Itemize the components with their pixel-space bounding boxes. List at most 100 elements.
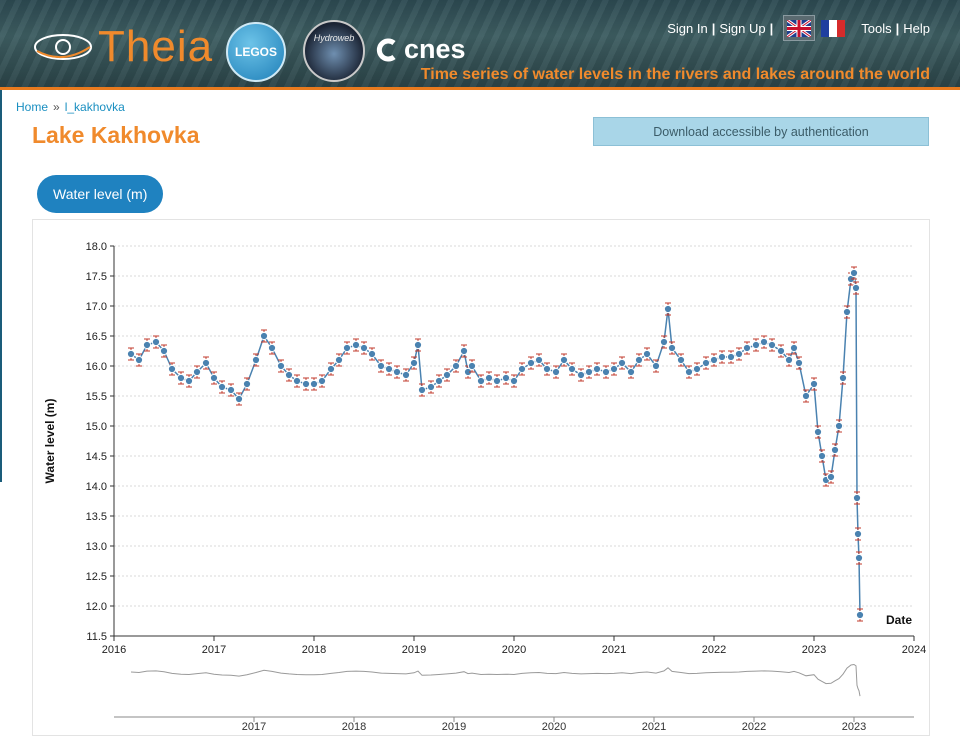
cnes-logo[interactable]: cnes	[376, 34, 466, 65]
data-point	[592, 364, 602, 374]
data-point	[517, 364, 527, 374]
data-point	[142, 340, 152, 350]
data-point	[551, 367, 561, 377]
data-point	[192, 367, 202, 377]
data-point	[651, 361, 661, 371]
data-point	[126, 349, 136, 359]
breadcrumb: Home » l_kakhovka	[16, 100, 125, 114]
data-point	[234, 394, 244, 404]
data-point	[526, 358, 536, 368]
y-tick-label: 14.0	[86, 481, 107, 493]
data-point	[617, 358, 627, 368]
y-tick-label: 16.5	[86, 331, 107, 343]
data-point	[626, 367, 636, 377]
y-tick-label: 11.5	[86, 631, 107, 643]
english-language-button[interactable]	[783, 15, 816, 41]
data-point	[417, 385, 427, 395]
site-tagline: Time series of water levels in the river…	[420, 66, 930, 83]
french-flag-icon[interactable]	[821, 19, 846, 37]
breadcrumb-home-link[interactable]: Home	[16, 100, 49, 114]
x-tick-label: 2022	[702, 644, 726, 656]
overview-tick-label: 2021	[642, 721, 666, 733]
y-tick-label: 18.0	[86, 241, 107, 253]
header-divider	[0, 87, 960, 90]
y-tick-label: 15.0	[86, 421, 107, 433]
data-point	[751, 340, 761, 350]
download-button[interactable]: Download accessible by authentication	[593, 117, 929, 146]
data-point	[442, 370, 452, 380]
theia-logo[interactable]: Theia	[32, 22, 213, 72]
data-point	[509, 376, 519, 386]
data-point	[855, 610, 865, 620]
data-point	[459, 346, 469, 356]
overview-tick-label: 2019	[442, 721, 466, 733]
help-link[interactable]: Help	[903, 20, 930, 36]
data-point	[484, 373, 494, 383]
data-point	[853, 529, 863, 539]
y-axis-label: Water level (m)	[43, 399, 57, 484]
sign-in-link[interactable]: Sign In	[667, 20, 708, 36]
data-point	[834, 421, 844, 431]
data-point	[309, 379, 319, 389]
y-tick-label: 17.5	[86, 271, 107, 283]
page-title: Lake Kakhovka	[32, 122, 200, 148]
x-tick-label: 2024	[902, 644, 926, 656]
page-left-edge	[0, 90, 2, 482]
y-tick-label: 13.5	[86, 511, 107, 523]
overview-tick-label: 2017	[242, 721, 266, 733]
data-point	[426, 382, 436, 392]
data-point	[559, 355, 569, 365]
breadcrumb-current-link[interactable]: l_kakhovka	[64, 100, 125, 114]
y-tick-label: 17.0	[86, 301, 107, 313]
cnes-mark-icon	[376, 38, 396, 61]
data-point	[367, 349, 377, 359]
data-point	[849, 268, 859, 278]
data-point	[601, 367, 611, 377]
data-point	[726, 352, 736, 362]
overview-tick-label: 2018	[342, 721, 366, 733]
x-tick-label: 2018	[302, 644, 326, 656]
hydroweb-logo[interactable]: Hydroweb	[303, 20, 365, 82]
y-tick-label: 12.5	[86, 571, 107, 583]
y-tick-label: 14.5	[86, 451, 107, 463]
data-point	[301, 379, 311, 389]
data-point	[813, 427, 823, 437]
x-tick-label: 2021	[602, 644, 626, 656]
overview-tick-label: 2020	[542, 721, 566, 733]
y-tick-label: 15.5	[86, 391, 107, 403]
data-point	[467, 361, 477, 371]
tab-water-level[interactable]: Water level (m)	[37, 175, 164, 213]
data-point	[784, 355, 794, 365]
x-tick-label: 2016	[102, 644, 126, 656]
data-point	[534, 355, 544, 365]
data-point	[409, 358, 419, 368]
x-tick-label: 2017	[202, 644, 226, 656]
theia-wordmark: Theia	[98, 22, 214, 71]
data-point	[384, 364, 394, 374]
theia-eye-icon	[34, 34, 92, 60]
site-header: Theia LEGOS Hydroweb cnes Sign In | Sign…	[0, 0, 960, 90]
data-point	[267, 343, 277, 353]
data-point	[842, 307, 852, 317]
data-point	[359, 343, 369, 353]
legos-logo-text: LEGOS	[234, 45, 277, 59]
tools-link[interactable]: Tools	[861, 20, 892, 36]
water-level-chart[interactable]: 11.5 12.0 12.5 13.0 13.5 14.0 14.5 15.0 15.5 16.0…	[33, 220, 929, 735]
data-point	[501, 373, 511, 383]
overview-tick-label: 2023	[842, 721, 866, 733]
sign-up-link[interactable]: Sign Up	[719, 20, 766, 36]
data-point	[692, 364, 702, 374]
x-tick-label: 2020	[502, 644, 526, 656]
data-point	[542, 364, 552, 374]
x-tick-label: 2019	[402, 644, 426, 656]
data-point	[801, 391, 811, 401]
data-point	[242, 379, 252, 389]
chart-panel: 11.5 12.0 12.5 13.0 13.5 14.0 14.5 15.0 15.5 16.0…	[32, 219, 930, 736]
data-point	[276, 361, 286, 371]
data-point	[217, 382, 227, 392]
legos-logo[interactable]: LEGOS	[226, 22, 286, 82]
data-point	[226, 385, 236, 395]
x-axis-label: Date	[886, 613, 912, 627]
uk-flag-icon	[787, 19, 812, 37]
data-point	[742, 343, 752, 353]
